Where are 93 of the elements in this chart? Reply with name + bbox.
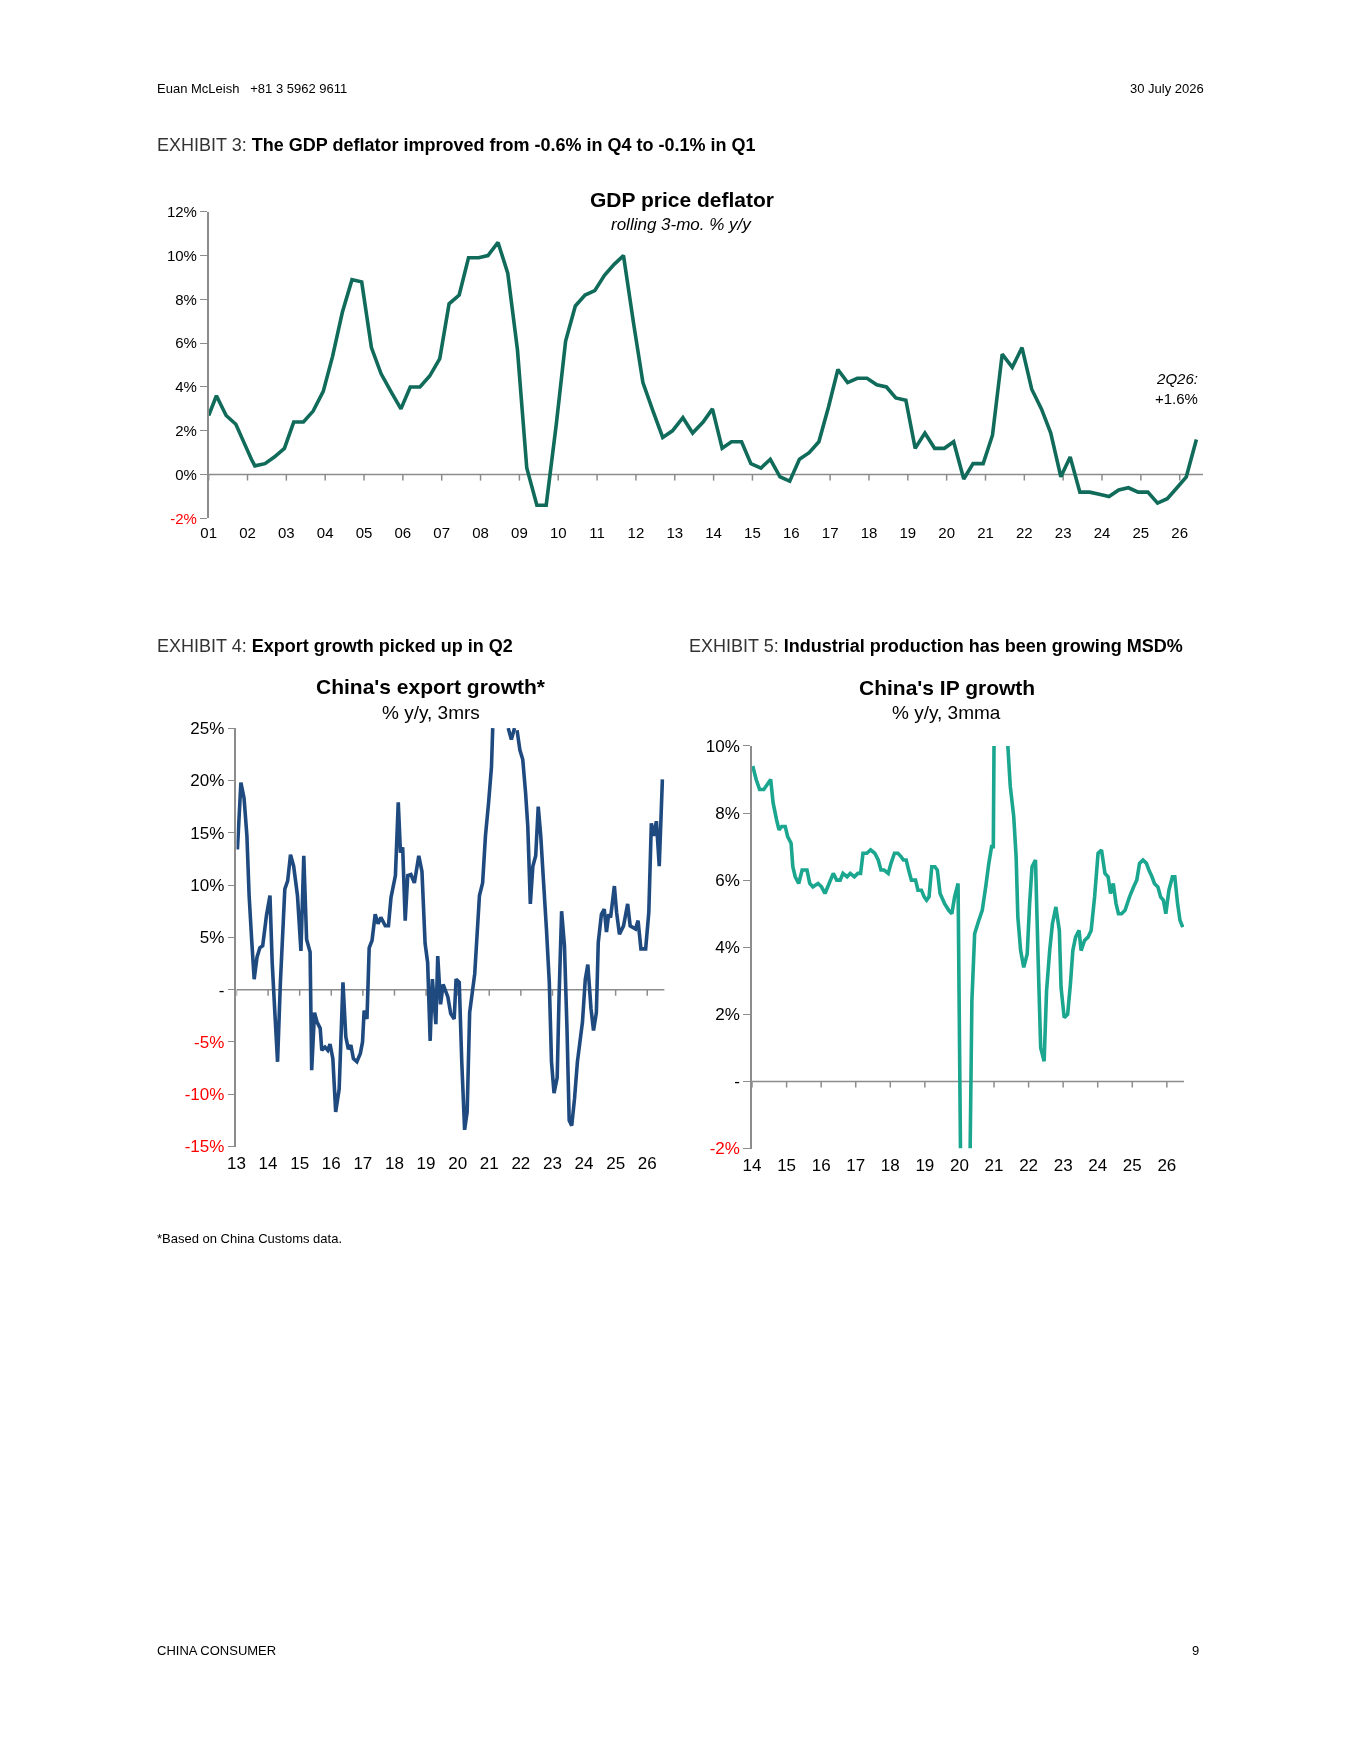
x-tick-label: 13 [666, 524, 684, 542]
x-tick-label: 20 [448, 1153, 468, 1173]
x-tick-label: 16 [811, 1155, 831, 1175]
y-tick-label: 8% [715, 803, 740, 823]
x-tick-label: 09 [511, 524, 528, 542]
x-tick-label: 23 [1054, 524, 1072, 542]
y-tick-label: 10% [705, 736, 740, 756]
x-tick-label: 21 [977, 524, 994, 542]
x-tick-label: 26 [637, 1153, 657, 1173]
line-series [208, 240, 1199, 508]
text: CHINA CONSUMER [157, 1643, 277, 1658]
y-tick-label: 2% [175, 422, 197, 440]
x-tick-label: 15 [777, 1155, 797, 1175]
x-tick-label: 10 [549, 524, 567, 542]
x-tick-label: 17 [821, 524, 839, 542]
chart-title: China's export growth* [316, 675, 546, 698]
x-tick-label: 17 [846, 1155, 866, 1175]
y-tick-label: - [218, 980, 225, 1000]
text: Euan McLeish +81 3 5962 9611 [157, 81, 348, 96]
x-tick-label: 17 [353, 1153, 373, 1173]
x-tick-label: 19 [416, 1153, 436, 1173]
x-tick-label: 26 [1171, 524, 1189, 542]
y-tick-label: 15% [190, 823, 225, 843]
x-tick-label: 24 [1088, 1155, 1108, 1175]
x-tick-label: 21 [984, 1155, 1004, 1175]
chart-title: China's IP growth [859, 676, 1036, 699]
text: *Based on China Customs data. [157, 1231, 342, 1246]
y-tick-label: 5% [199, 928, 225, 948]
x-tick-label: 22 [1015, 524, 1033, 542]
y-tick-label: 25% [190, 719, 225, 739]
y-tick-label: 4% [715, 938, 740, 958]
text: EXHIBIT 5: Industrial production has been growing MSD% [689, 636, 1183, 656]
x-tick-label: 14 [742, 1155, 762, 1175]
x-tick-label: 05 [355, 524, 373, 542]
x-tick-label: 14 [258, 1153, 278, 1173]
x-tick-label: 16 [321, 1153, 341, 1173]
y-tick-label: 20% [190, 771, 225, 791]
x-tick-label: 23 [542, 1153, 562, 1173]
x-tick-label: 18 [860, 524, 878, 542]
text: 9 [1192, 1643, 1200, 1658]
y-tick-label: -5% [194, 1032, 225, 1052]
y-tick-label: 10% [190, 875, 225, 895]
y-tick-label: -10% [184, 1085, 225, 1105]
text: EXHIBIT 4: Export growth picked up in Q2 [157, 636, 513, 656]
x-tick-label: 14 [705, 524, 722, 542]
y-tick-label: 4% [175, 378, 197, 396]
chart-subtitle: % y/y, 3mrs [382, 702, 480, 723]
x-tick-label: 24 [1093, 524, 1111, 542]
x-tick-label: 25 [1122, 1155, 1142, 1175]
annotation: 2Q26: +1.6% [1155, 370, 1198, 407]
x-tick-label: 20 [938, 524, 955, 542]
x-tick-label: 25 [1132, 524, 1150, 542]
x-tick-label: 22 [1019, 1155, 1039, 1175]
y-tick-label: -2% [709, 1139, 740, 1159]
x-tick-label: 16 [782, 524, 800, 542]
x-tick-label: 24 [574, 1153, 594, 1173]
x-tick-label: 07 [433, 524, 451, 542]
x-tick-label: 20 [949, 1155, 969, 1175]
x-tick-label: 22 [511, 1153, 531, 1173]
x-tick-label: 12 [627, 524, 645, 542]
x-tick-label: 06 [394, 524, 412, 542]
x-tick-label: 23 [1053, 1155, 1073, 1175]
x-tick-label: 15 [290, 1153, 310, 1173]
y-tick-label: - [734, 1072, 740, 1092]
x-tick-label: 04 [316, 524, 334, 542]
x-tick-label: 01 [200, 524, 218, 542]
chart-subtitle: % y/y, 3mma [892, 702, 1001, 723]
x-tick-label: 19 [915, 1155, 935, 1175]
y-tick-label: 12% [166, 203, 197, 221]
x-tick-label: 18 [880, 1155, 900, 1175]
x-tick-label: 25 [606, 1153, 626, 1173]
x-tick-label: 18 [385, 1153, 404, 1173]
y-tick-label: 0% [175, 465, 197, 483]
y-tick-label: -2% [170, 509, 197, 527]
chart-subtitle: rolling 3-mo. % y/y [611, 215, 753, 234]
y-tick-label: 8% [175, 290, 197, 308]
y-tick-label: 6% [175, 334, 197, 352]
y-tick-label: 6% [715, 871, 740, 891]
text: EXHIBIT 3: The GDP deflator improved from -0.6% in Q4 to -0.1% in Q1 [157, 135, 756, 155]
x-tick-label: 08 [472, 524, 489, 542]
x-tick-label: 19 [899, 524, 917, 542]
text: 30 July 2026 [1130, 81, 1204, 96]
x-tick-label: 15 [744, 524, 761, 542]
x-tick-label: 03 [278, 524, 295, 542]
x-tick-label: 26 [1157, 1155, 1177, 1175]
y-tick-label: 2% [715, 1005, 740, 1025]
x-tick-label: 21 [479, 1153, 499, 1173]
y-tick-label: -15% [184, 1137, 225, 1157]
chart-title: GDP price deflator [590, 188, 774, 211]
x-tick-label: 13 [227, 1153, 246, 1173]
x-tick-label: 02 [239, 524, 256, 542]
x-tick-label: 11 [589, 524, 605, 542]
y-tick-label: 10% [166, 246, 197, 264]
